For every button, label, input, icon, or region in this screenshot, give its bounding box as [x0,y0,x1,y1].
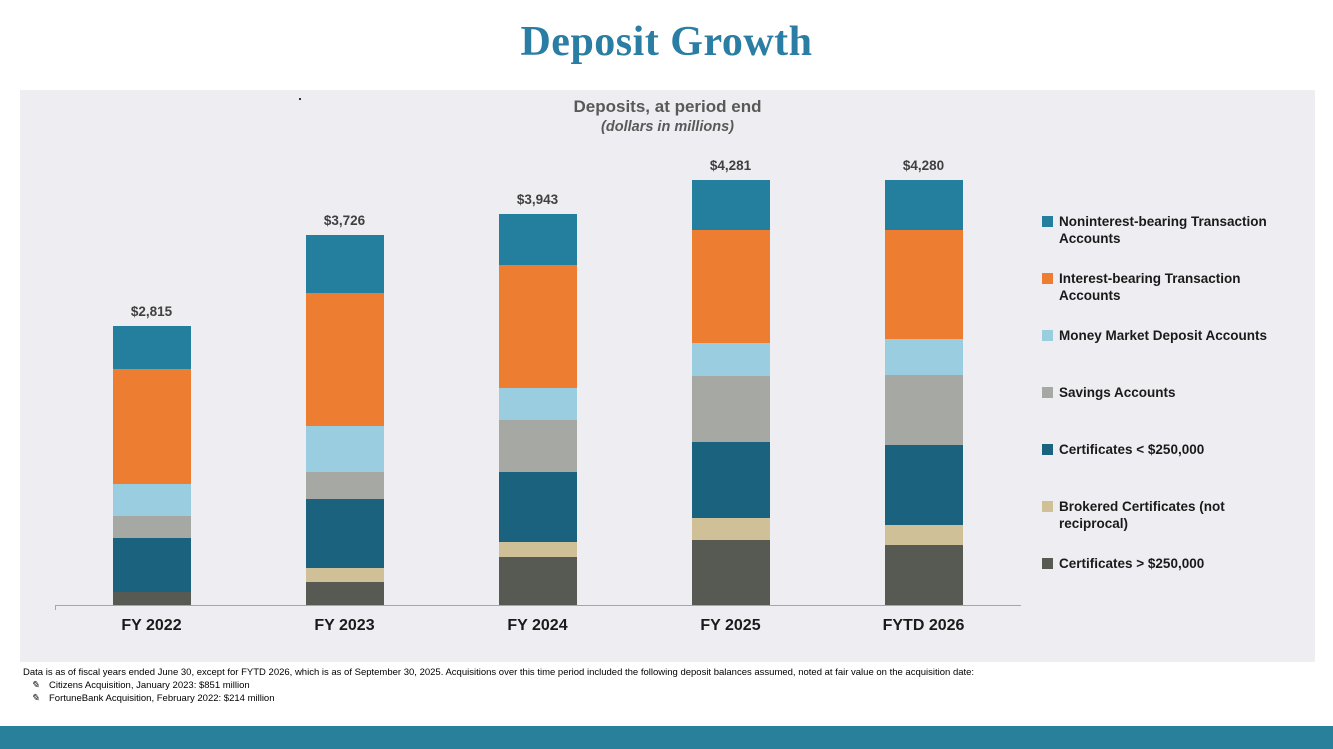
footnotes: Data is as of fiscal years ended June 30… [23,666,1313,705]
legend-label: Certificates > $250,000 [1059,556,1205,571]
x-axis-labels: FY 2022 FY 2023 FY 2024 FY 2025 FYTD 2026 [55,611,1020,635]
bar-segment [112,538,191,592]
bar-segment [112,591,191,605]
legend-label: Money Market Deposit Accounts [1059,328,1268,343]
stacked-bar-fy-2023 [305,235,384,605]
bar-segment [691,540,770,605]
bar-segment [884,445,963,526]
x-axis-label: FY 2022 [121,617,182,634]
bar-segment [498,265,577,388]
legend-label: Brokered Certificates (not reciprocal) [1059,499,1225,531]
legend-item: Certificates < $250,000 [1042,441,1310,498]
footnote-intro: Data is as of fiscal years ended June 30… [23,667,975,678]
bar-total-label: $4,280 [902,157,945,173]
bar-segment [112,368,191,485]
bar-segment [305,235,384,294]
x-axis-label: FYTD 2026 [882,617,965,634]
stacked-bar-fy-2022 [112,325,191,605]
bar-segment [691,342,770,376]
footnote-bullet-text: FortuneBank Acquisition, February 2022: … [49,693,275,704]
bar-segment [498,557,577,605]
chart-subtitle: (dollars in millions) [601,119,734,135]
bar-segment [498,542,577,558]
bar-segment [691,441,770,519]
footer-accent-band [0,726,1333,749]
legend-label: Noninterest-bearing Transaction Accounts [1059,214,1267,246]
plot-area: $2,815 $3,726 $3,943 $4,281 $4,280 [55,90,1020,605]
bar-segment [884,339,963,375]
legend-item: Interest-bearing Transaction Accounts [1042,270,1310,327]
footnote-bullet: ✎ FortuneBank Acquisition, February 2022… [23,692,1313,705]
stacked-bar-fy-2025 [691,180,770,605]
bar-segment [498,471,577,543]
legend-swatch-icon [1042,273,1053,284]
bar-slot: $2,815 [55,90,248,605]
bar-segment [305,293,384,426]
legend-swatch-icon [1042,387,1053,398]
bar-segment [498,387,577,420]
stacked-bar-fytd-2026 [884,179,963,605]
bar-slot: $3,726 [248,90,441,605]
bar-segment [498,213,577,266]
legend-swatch-icon [1042,558,1053,569]
page-title: Deposit Growth [520,19,813,65]
bar-total-label: $2,815 [130,303,173,319]
x-axis-line [55,605,1021,606]
footnote-bullet-text: Citizens Acquisition, January 2023: $851… [49,680,250,691]
bar-segment [884,525,963,545]
x-axis-label: FY 2023 [314,617,375,634]
chart-title: Deposits, at period end [573,97,762,116]
footnote-bullet: ✎ Citizens Acquisition, January 2023: $8… [23,679,1313,692]
bar-segment [884,544,963,605]
pencil-icon: ✎ [31,680,40,691]
bar-segment [884,179,963,230]
bar-segment [691,518,770,541]
legend-swatch-icon [1042,444,1053,455]
bar-segment [305,582,384,605]
bar-segment [305,425,384,472]
bar-segment [112,325,191,369]
legend-swatch-icon [1042,216,1053,227]
chart-legend: Noninterest-bearing Transaction Accounts I… [1042,213,1310,612]
x-axis-label: FY 2025 [700,617,761,634]
bar-slot: $3,943 [441,90,634,605]
chart-panel: Deposits, at period end (dollars in mill… [20,90,1315,662]
legend-item: Certificates > $250,000 [1042,555,1310,612]
bar-total-label: $4,281 [709,158,752,174]
bar-segment [305,471,384,500]
stray-dot-artifact [299,98,301,100]
legend-label: Interest-bearing Transaction Accounts [1059,271,1241,303]
bar-segment [498,419,577,472]
bar-segment [884,374,963,446]
bar-total-label: $3,726 [323,213,366,229]
bar-slot: $4,280 [827,90,1020,605]
x-axis-tick [55,605,56,610]
bar-slot: $4,281 [634,90,827,605]
legend-swatch-icon [1042,501,1053,512]
bar-segment [691,230,770,343]
bar-segment [691,180,770,231]
x-axis-label: FY 2024 [507,617,568,634]
bar-total-label: $3,943 [516,191,559,207]
legend-label: Certificates < $250,000 [1059,442,1205,457]
legend-label: Savings Accounts [1059,385,1176,400]
legend-item: Money Market Deposit Accounts [1042,327,1310,384]
bar-segment [112,515,191,539]
bar-segment [305,499,384,568]
pencil-icon: ✎ [31,693,40,704]
bar-segment [884,229,963,340]
bar-segment [691,375,770,442]
bar-segment [112,484,191,516]
stacked-bar-fy-2024 [498,213,577,605]
legend-item: Savings Accounts [1042,384,1310,441]
legend-item: Brokered Certificates (not reciprocal) [1042,498,1310,555]
legend-item: Noninterest-bearing Transaction Accounts [1042,213,1310,270]
legend-swatch-icon [1042,330,1053,341]
bar-segment [305,567,384,583]
